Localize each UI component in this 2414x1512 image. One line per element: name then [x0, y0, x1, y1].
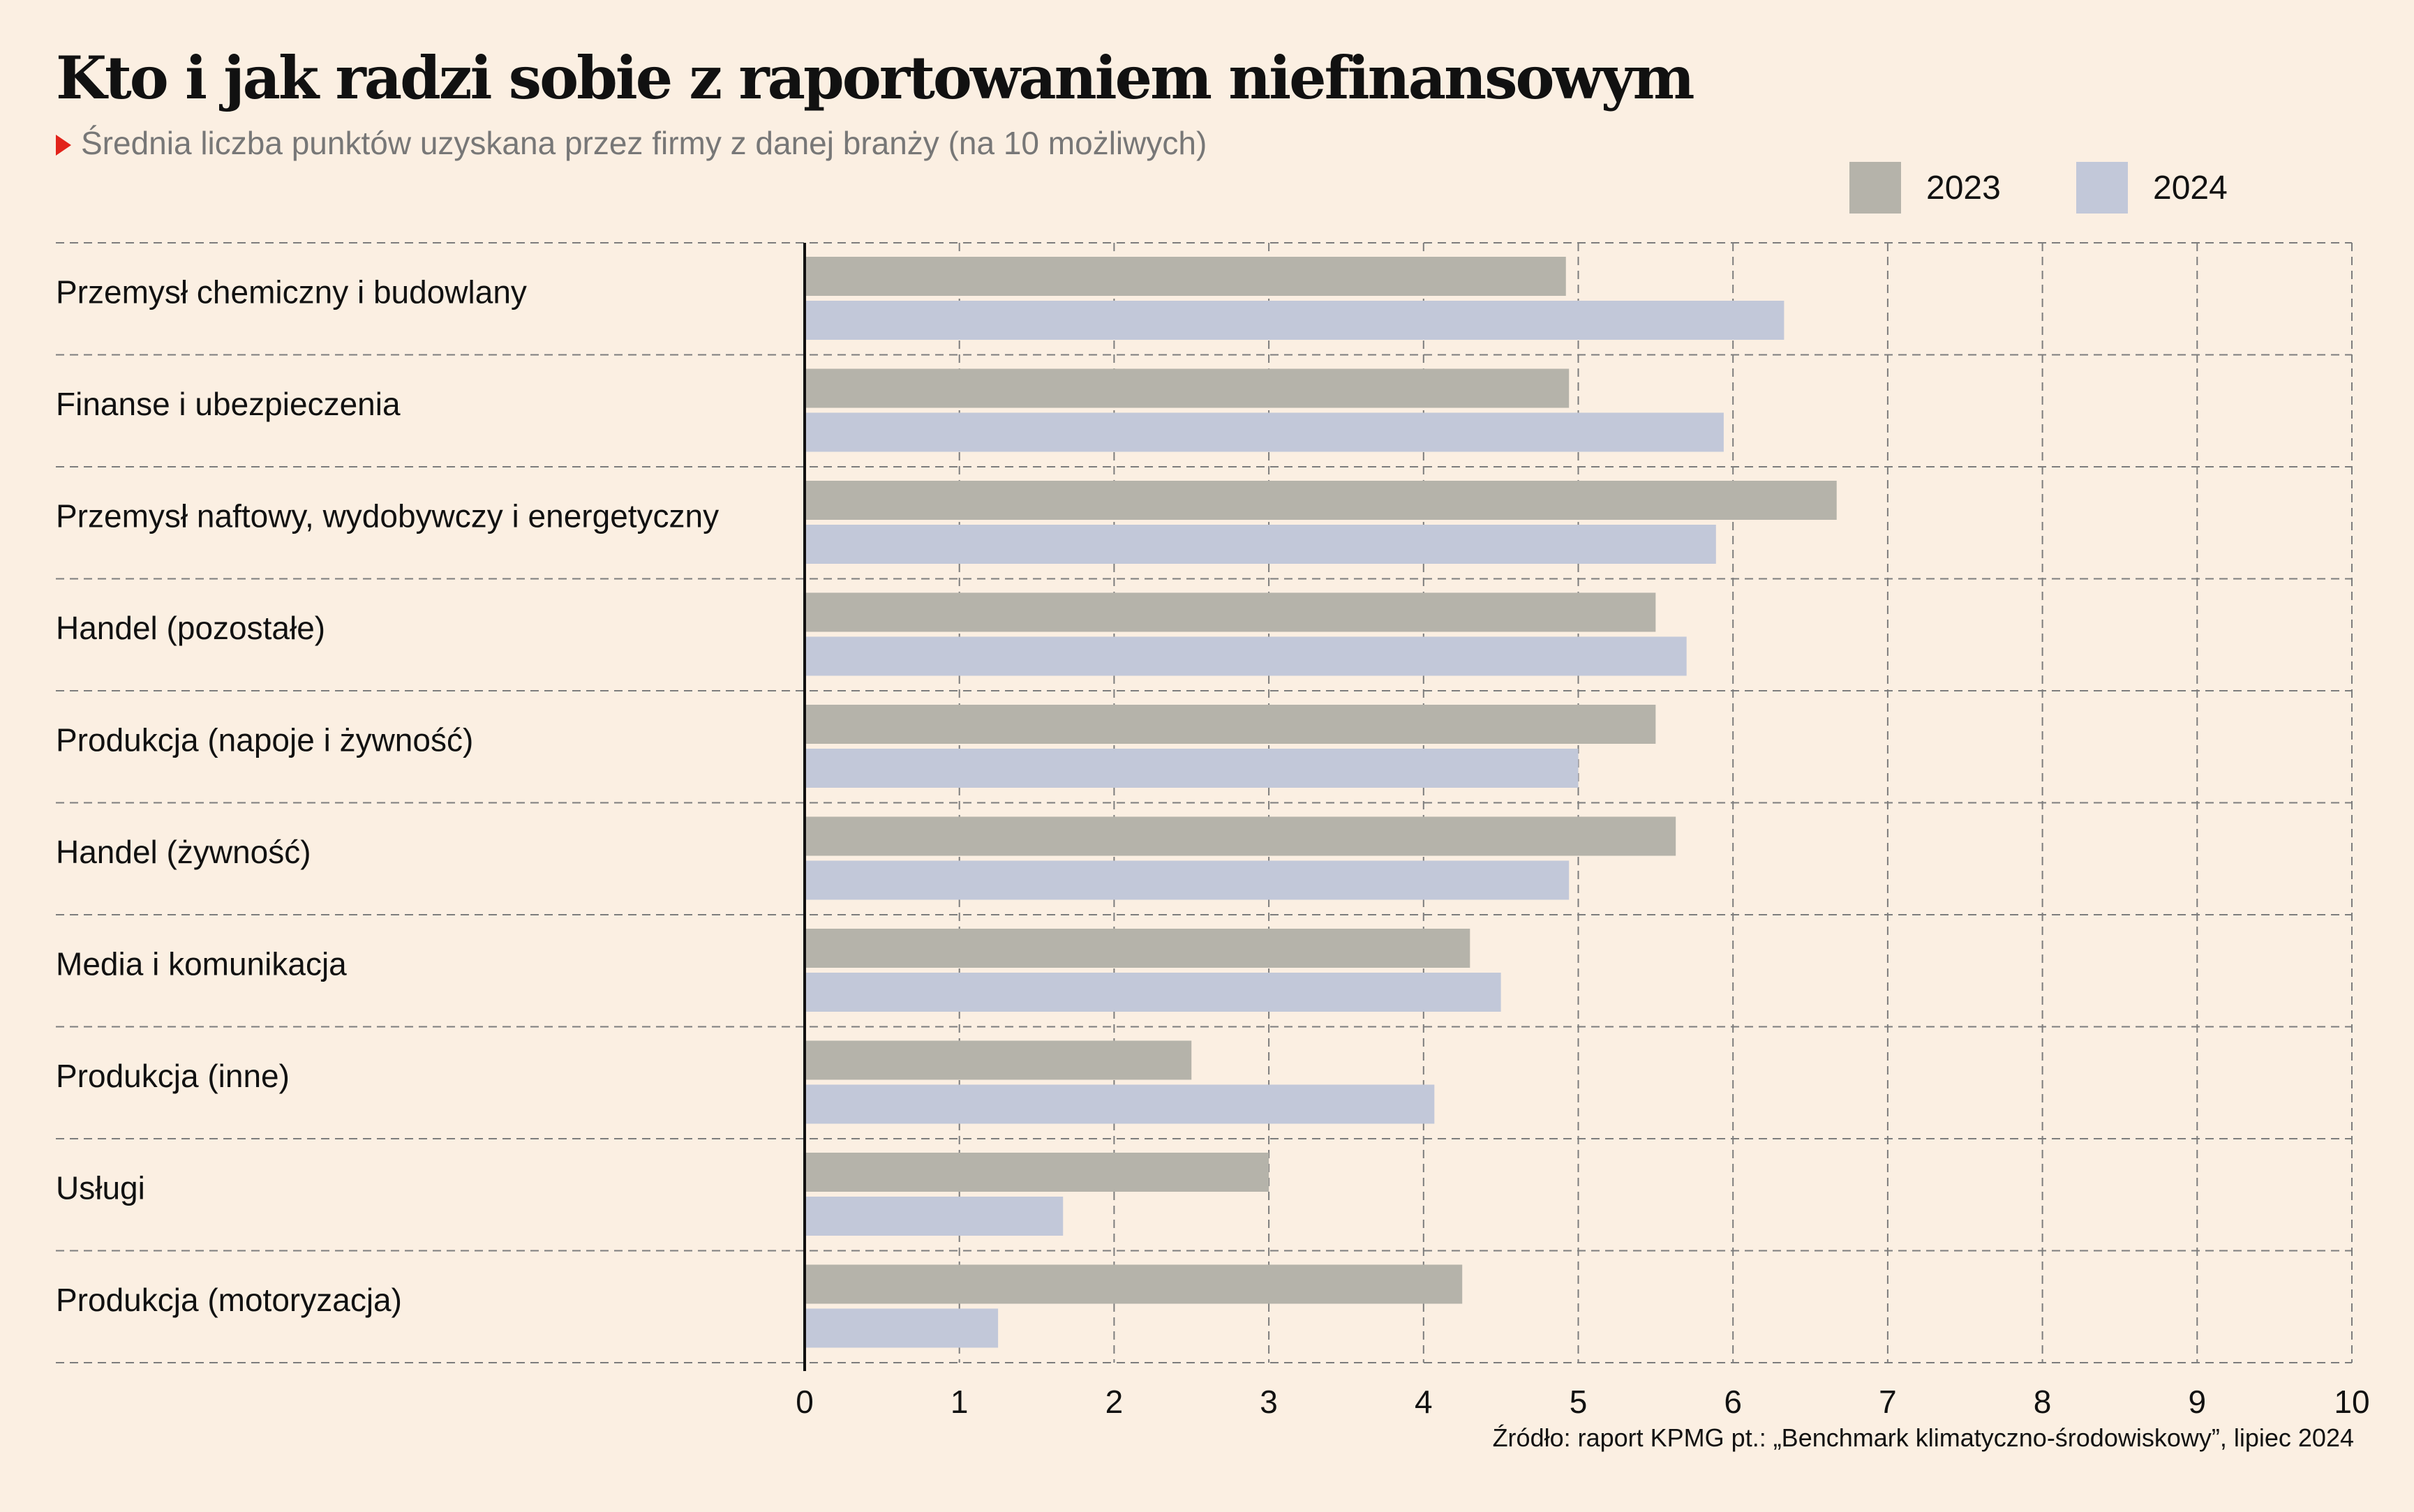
bar-2024 — [805, 749, 1579, 788]
bar-2024 — [805, 301, 1785, 340]
bar-2023 — [805, 368, 1570, 408]
category-label: Handel (żywność) — [56, 834, 311, 870]
bar-2023 — [805, 705, 1656, 744]
legend-item-2024: 2024 — [2076, 162, 2228, 214]
tick-label: 6 — [1724, 1384, 1742, 1420]
tick-label: 9 — [2189, 1384, 2207, 1420]
category-label: Przemysł naftowy, wydobywczy i energetyc… — [56, 497, 719, 534]
legend-label-2023: 2023 — [1926, 169, 2001, 207]
bar-2024 — [805, 860, 1570, 900]
tick-label: 4 — [1415, 1384, 1433, 1420]
bar-2023 — [805, 592, 1656, 632]
tick-label: 2 — [1105, 1384, 1124, 1420]
tick-label: 7 — [1879, 1384, 1897, 1420]
category-label: Usługi — [56, 1169, 145, 1206]
triangle-marker-icon — [56, 135, 71, 156]
bar-2024 — [805, 1308, 999, 1348]
subtitle-text: Średnia liczba punktów uzyskana przez fi… — [81, 125, 1207, 161]
tick-label: 0 — [796, 1384, 814, 1420]
legend-swatch-2023 — [1849, 162, 1901, 214]
bar-2023 — [805, 1264, 1463, 1304]
bar-2024 — [805, 636, 1687, 676]
category-label: Produkcja (napoje i żywność) — [56, 721, 473, 758]
category-label: Handel (pozostałe) — [56, 610, 325, 646]
bar-2023 — [805, 929, 1470, 968]
category-label: Przemysł chemiczny i budowlany — [56, 274, 527, 310]
bar-2024 — [805, 973, 1501, 1012]
tick-label: 8 — [2034, 1384, 2052, 1420]
tick-label: 1 — [951, 1384, 969, 1420]
category-label: Produkcja (motoryzacja) — [56, 1282, 402, 1318]
bar-2023 — [805, 481, 1837, 520]
bar-2023 — [805, 816, 1676, 856]
chart-title: Kto i jak radzi sobie z raportowaniem ni… — [56, 43, 1695, 112]
chart-subtitle: Średnia liczba punktów uzyskana przez fi… — [56, 124, 1207, 162]
bar-2023 — [805, 1153, 1269, 1192]
tick-label: 3 — [1260, 1384, 1278, 1420]
source-note: Źródło: raport KPMG pt.: „Benchmark klim… — [1492, 1423, 2354, 1452]
category-label: Media i komunikacja — [56, 945, 347, 982]
legend-label-2024: 2024 — [2153, 169, 2228, 207]
bar-2024 — [805, 1084, 1435, 1124]
legend-item-2023: 2023 — [1849, 162, 2001, 214]
category-label: Finanse i ubezpieczenia — [56, 386, 401, 422]
bar-2024 — [805, 412, 1724, 452]
legend-swatch-2024 — [2076, 162, 2128, 214]
category-label: Produkcja (inne) — [56, 1058, 290, 1094]
bar-2023 — [805, 1040, 1192, 1080]
bar-2024 — [805, 525, 1716, 564]
tick-label: 10 — [2334, 1384, 2369, 1420]
tick-label: 5 — [1570, 1384, 1588, 1420]
bar-2023 — [805, 257, 1566, 296]
bar-2024 — [805, 1197, 1064, 1236]
